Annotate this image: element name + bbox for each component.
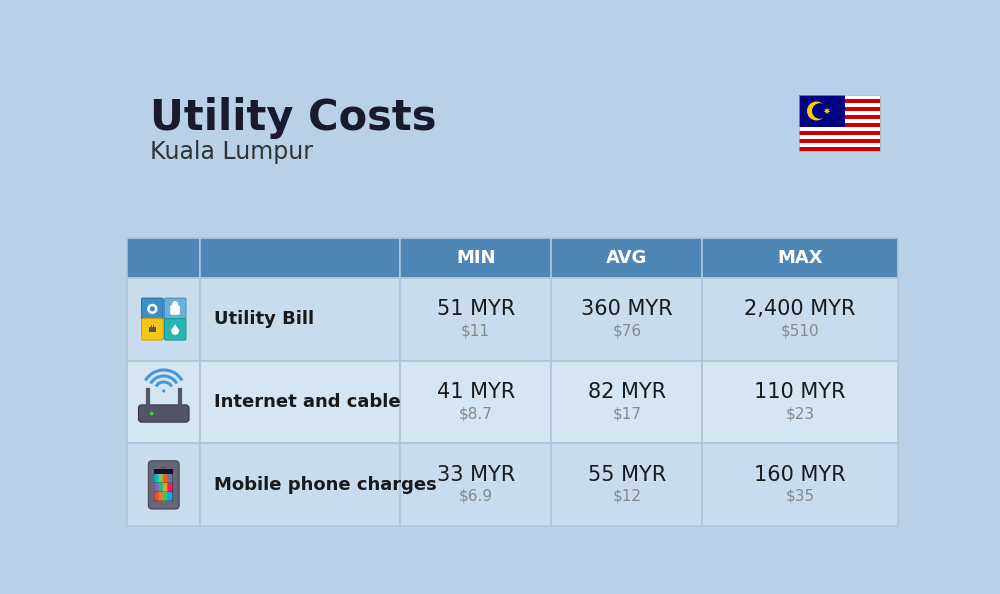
Bar — [799, 95, 880, 151]
Bar — [799, 95, 880, 151]
FancyBboxPatch shape — [170, 305, 180, 315]
Circle shape — [807, 102, 826, 121]
Bar — [799, 95, 880, 99]
Text: $12: $12 — [612, 489, 641, 504]
Bar — [799, 135, 880, 139]
Bar — [153, 324, 154, 327]
FancyBboxPatch shape — [159, 492, 164, 501]
Text: 160 MYR: 160 MYR — [754, 465, 846, 485]
Bar — [799, 119, 880, 123]
Bar — [200, 361, 400, 444]
Circle shape — [150, 307, 155, 311]
FancyBboxPatch shape — [167, 492, 173, 501]
Bar — [200, 277, 400, 361]
Text: $35: $35 — [785, 489, 815, 504]
Bar — [799, 147, 880, 151]
FancyBboxPatch shape — [163, 483, 168, 492]
Text: Utility Bill: Utility Bill — [214, 310, 314, 328]
Text: 2,400 MYR: 2,400 MYR — [744, 299, 856, 319]
Bar — [799, 143, 880, 147]
FancyBboxPatch shape — [148, 461, 179, 509]
FancyBboxPatch shape — [164, 318, 186, 340]
Bar — [799, 127, 880, 131]
Circle shape — [172, 301, 178, 307]
Bar — [154, 469, 173, 501]
Bar — [799, 111, 880, 115]
Text: 360 MYR: 360 MYR — [581, 299, 673, 319]
Text: 41 MYR: 41 MYR — [437, 382, 515, 402]
Polygon shape — [171, 324, 179, 331]
Polygon shape — [824, 108, 831, 114]
FancyBboxPatch shape — [149, 327, 156, 332]
Text: Kuala Lumpur: Kuala Lumpur — [150, 140, 313, 164]
Text: 110 MYR: 110 MYR — [754, 382, 846, 402]
Circle shape — [171, 327, 179, 335]
Text: Mobile phone charges: Mobile phone charges — [214, 476, 437, 494]
Text: 55 MYR: 55 MYR — [588, 465, 666, 485]
Bar — [702, 361, 898, 444]
FancyBboxPatch shape — [159, 474, 164, 483]
Bar — [400, 238, 551, 277]
Text: $510: $510 — [781, 323, 819, 338]
Text: MAX: MAX — [777, 249, 823, 267]
Bar — [551, 444, 702, 526]
Circle shape — [162, 501, 165, 504]
Bar — [127, 361, 200, 444]
Bar — [702, 238, 898, 277]
FancyBboxPatch shape — [142, 298, 163, 320]
FancyBboxPatch shape — [163, 474, 168, 483]
FancyBboxPatch shape — [138, 405, 189, 422]
Bar — [400, 361, 551, 444]
Text: $6.9: $6.9 — [459, 489, 493, 504]
FancyBboxPatch shape — [167, 474, 173, 483]
Bar — [127, 238, 200, 277]
Bar — [151, 324, 152, 327]
Text: Internet and cable: Internet and cable — [214, 393, 401, 411]
Bar — [161, 467, 166, 469]
Text: $11: $11 — [461, 323, 490, 338]
Circle shape — [148, 304, 157, 314]
Bar — [799, 103, 880, 107]
Bar — [400, 277, 551, 361]
Bar — [799, 107, 880, 111]
Text: MIN: MIN — [456, 249, 495, 267]
Circle shape — [812, 103, 828, 119]
FancyBboxPatch shape — [154, 474, 159, 483]
Bar — [799, 99, 880, 103]
FancyBboxPatch shape — [142, 318, 163, 340]
Bar — [127, 277, 200, 361]
Bar — [702, 444, 898, 526]
Bar — [200, 444, 400, 526]
Bar — [799, 95, 845, 127]
Bar — [400, 444, 551, 526]
Text: 33 MYR: 33 MYR — [437, 465, 515, 485]
Bar — [551, 277, 702, 361]
Bar — [127, 444, 200, 526]
Text: $76: $76 — [612, 323, 641, 338]
Text: $23: $23 — [785, 406, 815, 421]
Bar — [200, 238, 400, 277]
FancyBboxPatch shape — [163, 492, 168, 501]
Bar — [799, 139, 880, 143]
Bar — [551, 361, 702, 444]
Bar — [799, 123, 880, 127]
Text: 82 MYR: 82 MYR — [588, 382, 666, 402]
Bar — [799, 115, 880, 119]
FancyBboxPatch shape — [167, 483, 173, 492]
Text: Utility Costs: Utility Costs — [150, 97, 436, 140]
Text: $8.7: $8.7 — [459, 406, 493, 421]
Bar — [551, 238, 702, 277]
FancyBboxPatch shape — [159, 483, 164, 492]
Text: AVG: AVG — [606, 249, 648, 267]
FancyBboxPatch shape — [154, 483, 159, 492]
Text: $17: $17 — [612, 406, 641, 421]
FancyBboxPatch shape — [164, 298, 186, 320]
Text: 51 MYR: 51 MYR — [437, 299, 515, 319]
Circle shape — [150, 412, 153, 415]
FancyBboxPatch shape — [154, 492, 159, 501]
Bar — [702, 277, 898, 361]
Circle shape — [162, 390, 165, 393]
Bar — [799, 131, 880, 135]
